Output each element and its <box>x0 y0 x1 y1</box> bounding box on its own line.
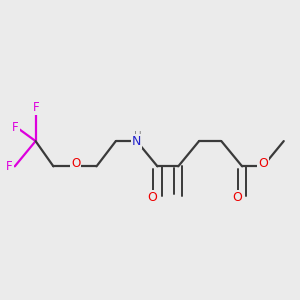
Text: F: F <box>12 121 19 134</box>
Text: F: F <box>33 101 40 114</box>
Text: H: H <box>134 131 142 141</box>
Text: O: O <box>71 158 80 170</box>
Text: F: F <box>6 160 13 173</box>
Text: O: O <box>258 158 268 170</box>
Text: O: O <box>232 191 242 204</box>
Text: O: O <box>147 191 157 204</box>
Text: N: N <box>132 135 141 148</box>
